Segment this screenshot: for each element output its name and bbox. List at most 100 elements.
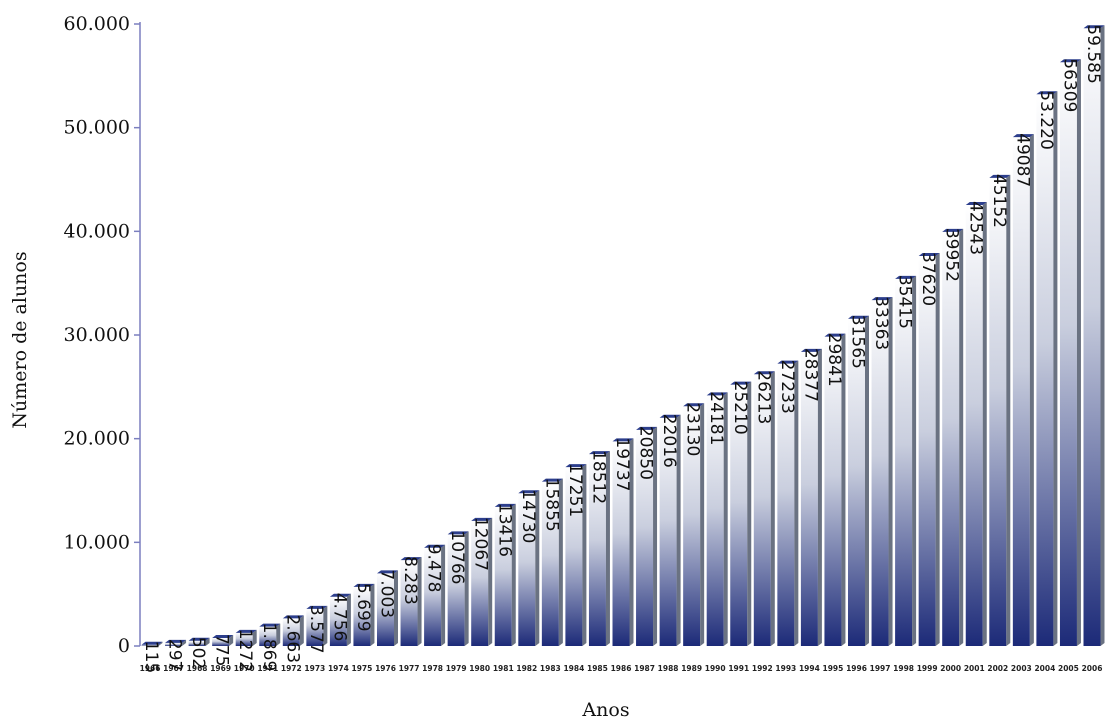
value-label: 7.003 (377, 569, 397, 618)
bar-cap (800, 348, 822, 352)
bar-face (494, 506, 512, 646)
x-tick-label: 1989 (681, 664, 702, 673)
bar-side (276, 623, 281, 646)
bar-face (306, 608, 324, 646)
bar (918, 253, 940, 647)
bar-face (706, 395, 724, 646)
bar-side (582, 464, 587, 646)
y-ticks: 0 10.000 20.000 30.000 40.000 50.000 60.000 (64, 13, 140, 657)
bar-side (299, 615, 304, 646)
bar-side (535, 490, 540, 646)
x-tick-label: 1986 (611, 664, 632, 673)
bar-face (824, 336, 842, 646)
x-tick-label: 2000 (940, 664, 961, 673)
bar-face (518, 493, 536, 646)
y-tick-label: 60.000 (64, 13, 130, 35)
x-tick-label: 1985 (587, 664, 608, 673)
bar-cap (494, 503, 516, 507)
x-tick-label: 1994 (799, 664, 820, 673)
bar (753, 371, 775, 646)
bar-face (683, 406, 701, 646)
bar-side (1053, 91, 1058, 646)
bar (306, 605, 328, 646)
bar-side (888, 297, 893, 646)
bar (541, 478, 563, 646)
bar-face (282, 618, 300, 646)
bar-cap (895, 275, 917, 279)
bar-face (471, 520, 489, 646)
bar-face (1059, 62, 1077, 646)
bar-cap (565, 464, 587, 468)
bar (494, 503, 516, 646)
bar-side (605, 451, 610, 646)
value-label: 502 (188, 637, 208, 669)
bar (282, 615, 304, 646)
bar (353, 583, 375, 646)
bar-face (636, 429, 654, 646)
value-label: 10766 (447, 530, 467, 584)
bar (800, 348, 822, 646)
bar (1036, 91, 1058, 646)
bar (824, 333, 846, 646)
value-label: 18512 (588, 450, 608, 504)
bar (212, 634, 234, 646)
bar (377, 570, 398, 646)
bar-cap (824, 333, 846, 337)
bar-cap (165, 639, 187, 643)
bar-cap (636, 426, 658, 430)
bar-side (370, 583, 375, 646)
bar-face (447, 534, 465, 646)
value-label: 9.478 (424, 544, 444, 593)
x-tick-label: 1966 (140, 664, 161, 673)
bar-cap (777, 360, 799, 364)
value-label: 56309 (1059, 58, 1079, 112)
bar-face (165, 642, 183, 646)
value-label: 27233 (777, 360, 797, 414)
bar-side (441, 544, 446, 646)
bar-side (511, 503, 516, 646)
bar-cap (447, 531, 469, 535)
value-label: 20850 (636, 426, 656, 480)
bar-side (464, 531, 469, 646)
bar-side (323, 605, 328, 646)
x-tick-label: 1988 (658, 664, 679, 673)
bar-cap (471, 517, 493, 521)
x-tick-label: 1991 (728, 664, 749, 673)
bar-face (871, 300, 889, 646)
x-tick-label: 1969 (210, 664, 231, 673)
value-label: 24181 (706, 391, 726, 445)
x-tick-label: 2006 (1082, 664, 1103, 673)
bar-cap (989, 174, 1011, 178)
value-label: 5.699 (353, 583, 373, 632)
x-tick-label: 1968 (187, 664, 208, 673)
bar-face (942, 231, 960, 646)
bar-cap (188, 637, 210, 641)
value-label: 12067 (471, 517, 491, 571)
x-tick-label: 1976 (375, 664, 396, 673)
bar (259, 623, 281, 646)
bar-face (848, 318, 865, 646)
value-label: 19737 (612, 437, 632, 491)
y-tick-label: 0 (118, 635, 130, 657)
bar-face (659, 417, 677, 646)
bar-face (541, 481, 559, 646)
value-label: 23130 (683, 402, 703, 456)
bar-side (865, 315, 869, 646)
x-tick-label: 1972 (281, 664, 302, 673)
bar-cap (965, 201, 987, 205)
bar-cap (918, 253, 940, 257)
bar-side (794, 360, 799, 646)
y-tick-label: 40.000 (64, 220, 130, 242)
bar (141, 641, 163, 646)
bar-cap (848, 315, 869, 319)
bar (1012, 134, 1034, 646)
bar (636, 426, 658, 646)
bar-face (588, 454, 606, 646)
bar (400, 557, 422, 646)
x-axis-title: Anos (581, 699, 629, 720)
bar-face (895, 278, 913, 646)
bar (848, 315, 869, 646)
x-tick-label: 1999 (917, 664, 938, 673)
value-label: 1272 (235, 629, 255, 672)
bar-face (777, 363, 795, 646)
